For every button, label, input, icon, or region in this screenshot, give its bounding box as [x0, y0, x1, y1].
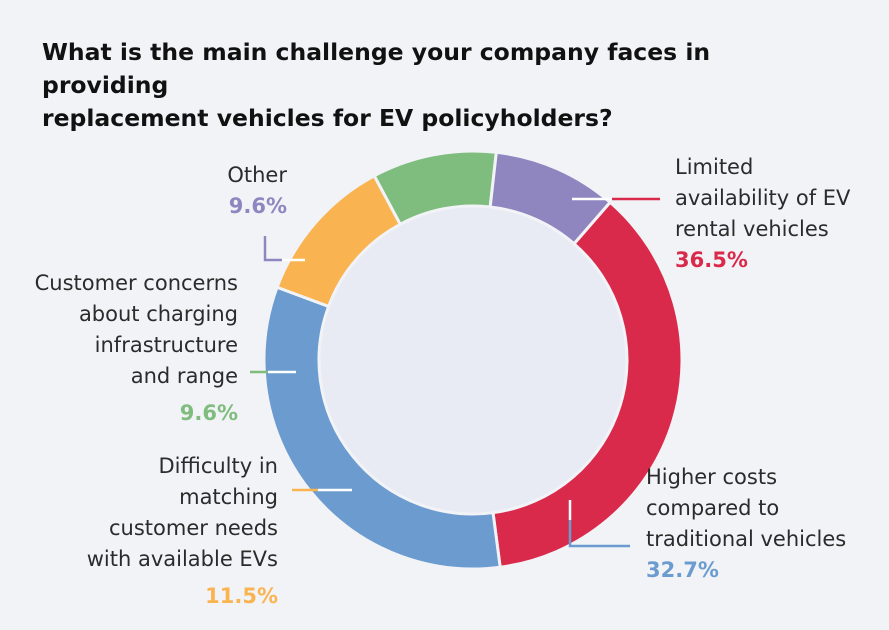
chart-title-line-2: replacement vehicles for EV policyholder… — [42, 104, 613, 132]
value-customer-concerns: 9.6% — [179, 401, 238, 425]
slice-higher-costs — [262, 285, 502, 571]
chart-title: What is the main challenge your company … — [42, 36, 842, 135]
label-limited-availability-line-2: availability of EV — [675, 186, 851, 210]
value-higher-costs: 32.7% — [646, 558, 719, 582]
label-other-line-1: Other — [227, 163, 287, 187]
label-limited-availability-line-1: Limited — [675, 155, 754, 179]
label-limited-availability-line-3: rental vehicles — [675, 217, 829, 241]
label-customer-concerns-line-4: and range — [130, 364, 238, 388]
leader-outer-other — [263, 236, 282, 262]
value-other: 9.6% — [228, 194, 287, 218]
label-difficulty-matching-line-4: with available EVs — [86, 547, 278, 571]
donut-center — [319, 206, 627, 514]
label-customer-concerns-line-2: about charging — [78, 302, 238, 326]
label-difficulty-matching: Difficulty in matching customer needs wi… — [87, 451, 278, 612]
label-customer-concerns-line-1: Customer concerns — [34, 271, 238, 295]
label-difficulty-matching-line-3: customer needs — [109, 516, 278, 540]
leader-lines — [250, 197, 660, 548]
label-other: Other 9.6% — [227, 160, 287, 222]
label-higher-costs: Higher costs compared to traditional veh… — [646, 462, 846, 586]
leader-outer-higher-costs — [568, 520, 630, 548]
label-higher-costs-line-1: Higher costs — [646, 465, 778, 489]
slice-other — [488, 150, 613, 246]
donut-slices — [262, 149, 684, 571]
label-difficulty-matching-line-1: Difficulty in — [158, 454, 278, 478]
label-higher-costs-line-3: traditional vehicles — [646, 527, 847, 551]
slice-limited-availability — [491, 200, 684, 569]
label-customer-concerns: Customer concerns about charging infrast… — [35, 268, 238, 429]
value-difficulty-matching: 11.5% — [205, 584, 278, 608]
chart-title-line-1: What is the main challenge your company … — [42, 38, 711, 99]
value-limited-availability: 36.5% — [675, 248, 748, 272]
label-difficulty-matching-line-2: matching — [179, 485, 278, 509]
label-limited-availability: Limited availability of EV rental vehicl… — [675, 152, 850, 276]
label-higher-costs-line-2: compared to — [646, 496, 780, 520]
label-customer-concerns-line-3: infrastructure — [94, 333, 238, 357]
